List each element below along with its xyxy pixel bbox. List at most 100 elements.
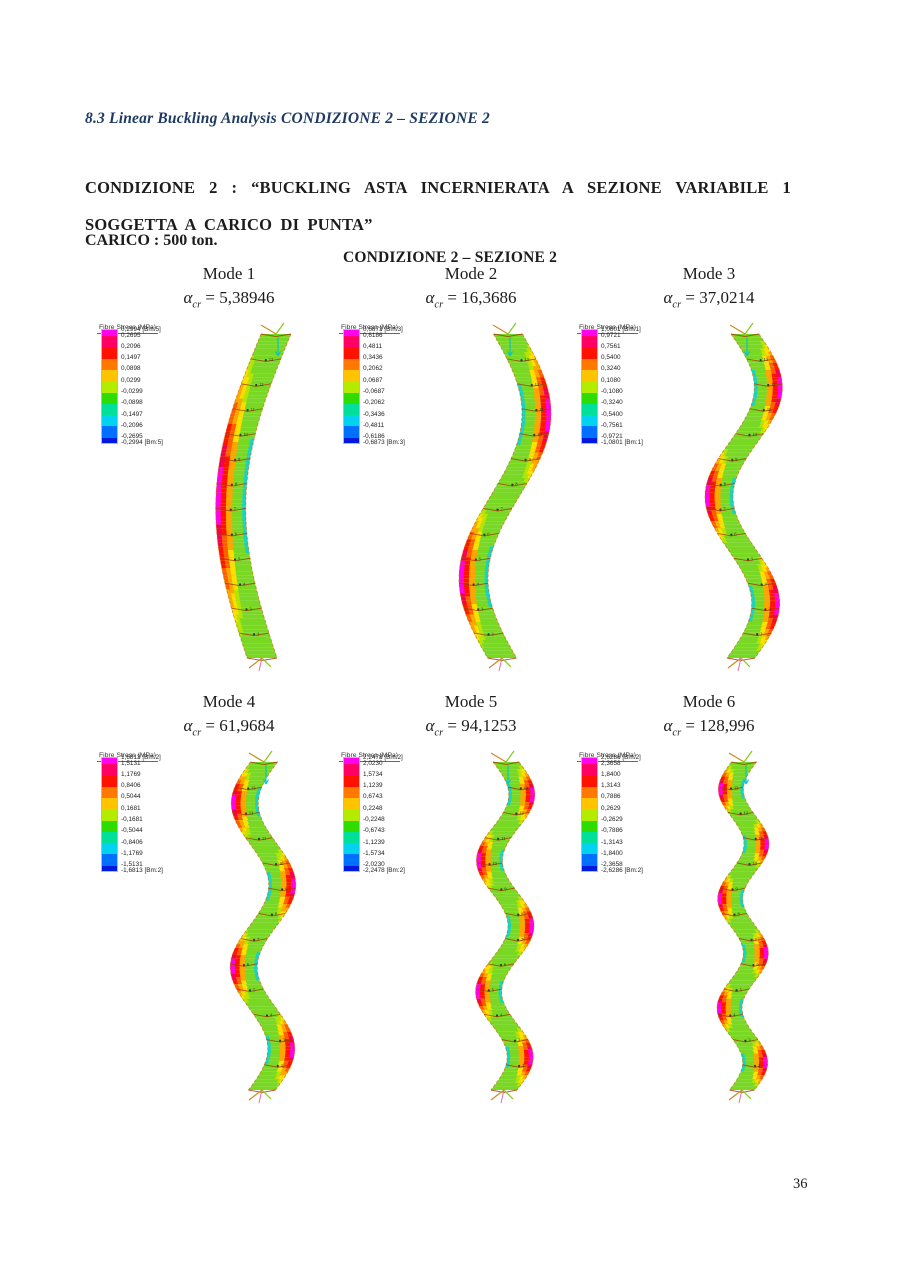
- legend-title: Fibre Stress (MPa): [339, 752, 401, 762]
- alpha-cr-line: αcr = 61,9684: [95, 716, 345, 738]
- legend-band: [582, 381, 597, 393]
- beam-plot-mode-1: 13 12 11 10 9 8 7 6 5 4 3 2: [215, 323, 292, 672]
- legend-colorbar: [581, 329, 598, 445]
- legend-label: -0,4811: [363, 421, 385, 429]
- svg-text:3: 3: [283, 1038, 285, 1043]
- legend-band: [582, 775, 597, 787]
- alpha-subscript: cr: [672, 299, 682, 311]
- legend-band: [344, 843, 359, 855]
- legend-label: -1,8400: [601, 849, 623, 857]
- stress-legend: Fibre Stress (MPa) 0,6873 [Bm:3] 0,6186 0,…: [339, 316, 431, 466]
- legend-colorbar: [581, 757, 598, 873]
- svg-text:10: 10: [753, 432, 757, 437]
- legend-band: [102, 786, 117, 798]
- legend-label: 1,5131: [121, 759, 141, 767]
- legend-label: -1,1769: [121, 849, 143, 857]
- svg-text:5: 5: [492, 988, 494, 993]
- svg-text:8: 8: [521, 912, 523, 917]
- alpha-value: 94,1253: [461, 716, 517, 735]
- alpha-symbol: α: [425, 716, 435, 735]
- legend-band: [102, 854, 117, 866]
- svg-text:7: 7: [755, 937, 758, 942]
- stress-legend: Fibre Stress (MPa) 2,2478 [Bm:2] 2,0230 1,…: [339, 744, 431, 894]
- beam-shape: 13 12 11 10 9 8 7 6 5 4 3 2: [716, 751, 770, 1104]
- legend-band: [344, 786, 359, 798]
- svg-text:10: 10: [279, 862, 283, 867]
- svg-text:8: 8: [235, 482, 237, 487]
- svg-text:7: 7: [501, 507, 504, 512]
- legend-band: [582, 764, 597, 776]
- svg-text:7: 7: [521, 937, 524, 942]
- legend-label: 0,0299: [121, 376, 141, 384]
- legend-band: [102, 437, 117, 444]
- legend-title: Fibre Stress (MPa): [577, 752, 639, 762]
- svg-text:13: 13: [764, 358, 768, 363]
- svg-text:4: 4: [765, 582, 768, 587]
- stress-legend: Fibre Stress (MPa) 1,0801 [Bm:1] 0,9721 0,…: [577, 316, 669, 466]
- beam-shape: 13 12 11 10 9 8 7 6 5 4 3 2: [704, 323, 783, 672]
- svg-text:9: 9: [735, 457, 737, 462]
- alpha-subscript: cr: [672, 727, 682, 739]
- legend-band: [102, 403, 117, 416]
- legend-band: [344, 820, 359, 832]
- legend-band: [102, 358, 117, 370]
- mode-title: Mode 1: [202, 264, 256, 283]
- svg-text:2: 2: [522, 1063, 524, 1068]
- alpha-subscript: cr: [192, 299, 202, 311]
- svg-text:2: 2: [281, 1063, 283, 1068]
- legend-label: 1,8400: [601, 770, 621, 778]
- legend-label: 0,7886: [601, 793, 621, 801]
- legend-band: [344, 758, 359, 765]
- legend-band: [582, 820, 597, 832]
- legend-label: 0,2994 [Bm:5]: [121, 325, 161, 333]
- svg-text:2: 2: [758, 1063, 760, 1068]
- legend-band: [102, 381, 117, 393]
- legend-labels: 0,6873 [Bm:3] 0,6186 0,4811 0,3436 0,2062 0,0…: [363, 326, 431, 446]
- svg-text:2: 2: [257, 632, 259, 637]
- figure-body: Fibre Stress (MPa) 2,2478 [Bm:2] 2,0230 1,…: [337, 744, 587, 1108]
- svg-text:6: 6: [235, 532, 238, 537]
- svg-text:3: 3: [518, 1038, 520, 1043]
- legend-label: 2,2478 [Bm:2]: [363, 753, 403, 761]
- legend-label: -0,0687: [363, 388, 385, 396]
- legend-label: -0,6743: [363, 827, 385, 835]
- svg-text:13: 13: [269, 358, 273, 363]
- legend-label: -0,5044: [121, 827, 143, 835]
- legend-band: [344, 336, 359, 348]
- figure-body: Fibre Stress (MPa) 0,6873 [Bm:3] 0,6186 0,…: [337, 316, 587, 680]
- legend-band: [582, 426, 597, 438]
- beam-plot-mode-2: 13 12 11 10 9 8 7 6 5 4 3 2: [458, 323, 552, 672]
- legend-label: -1,5734: [363, 849, 385, 857]
- legend-band: [582, 758, 597, 765]
- svg-text:12: 12: [259, 382, 263, 387]
- figure-title: CONDIZIONE 2 – SEZIONE 2: [342, 249, 558, 266]
- legend-labels: 0,2994 [Bm:5] 0,2695 0,2096 0,1497 0,0898 0,0…: [121, 325, 189, 446]
- legend-band: [582, 831, 597, 844]
- legend-label: -0,5400: [601, 410, 623, 418]
- svg-text:10: 10: [537, 432, 541, 437]
- svg-text:13: 13: [734, 786, 738, 791]
- legend-band: [102, 764, 117, 776]
- legend-labels: 2,6286 [Bm:2] 2,3658 1,8400 1,3143 0,7886 0,2…: [601, 754, 669, 874]
- legend-label: -0,0299: [121, 388, 143, 396]
- svg-text:3: 3: [768, 607, 770, 612]
- legend-band: [344, 403, 359, 416]
- legend-label: -0,3436: [363, 410, 385, 418]
- legend-colorbar: [343, 757, 360, 873]
- legend-label: 0,9721: [601, 331, 621, 339]
- legend-label: -1,6813 [Bm:2]: [121, 866, 163, 874]
- legend-label: 2,3658: [601, 759, 621, 767]
- legend-band: [102, 415, 117, 427]
- legend-label: 1,6813 [Bm:2]: [121, 753, 161, 761]
- mode-card-2: Mode 2 αcr = 16,3686 Fibre Stress (MPa) …: [337, 264, 587, 688]
- svg-text:8: 8: [275, 912, 277, 917]
- mode-title: Mode 2: [444, 264, 498, 283]
- legend-label: -0,1681: [121, 816, 143, 824]
- beam-plot-mode-3: 13 12 11 10 9 8 7 6 5 4 3 2: [704, 323, 783, 672]
- alpha-symbol: α: [663, 288, 673, 307]
- legend-label: -1,3143: [601, 838, 623, 846]
- svg-text:7: 7: [723, 507, 726, 512]
- legend-label: 0,4811: [363, 342, 383, 350]
- mode-title: Mode 4: [202, 692, 256, 711]
- legend-title: Fibre Stress (MPa): [97, 324, 159, 334]
